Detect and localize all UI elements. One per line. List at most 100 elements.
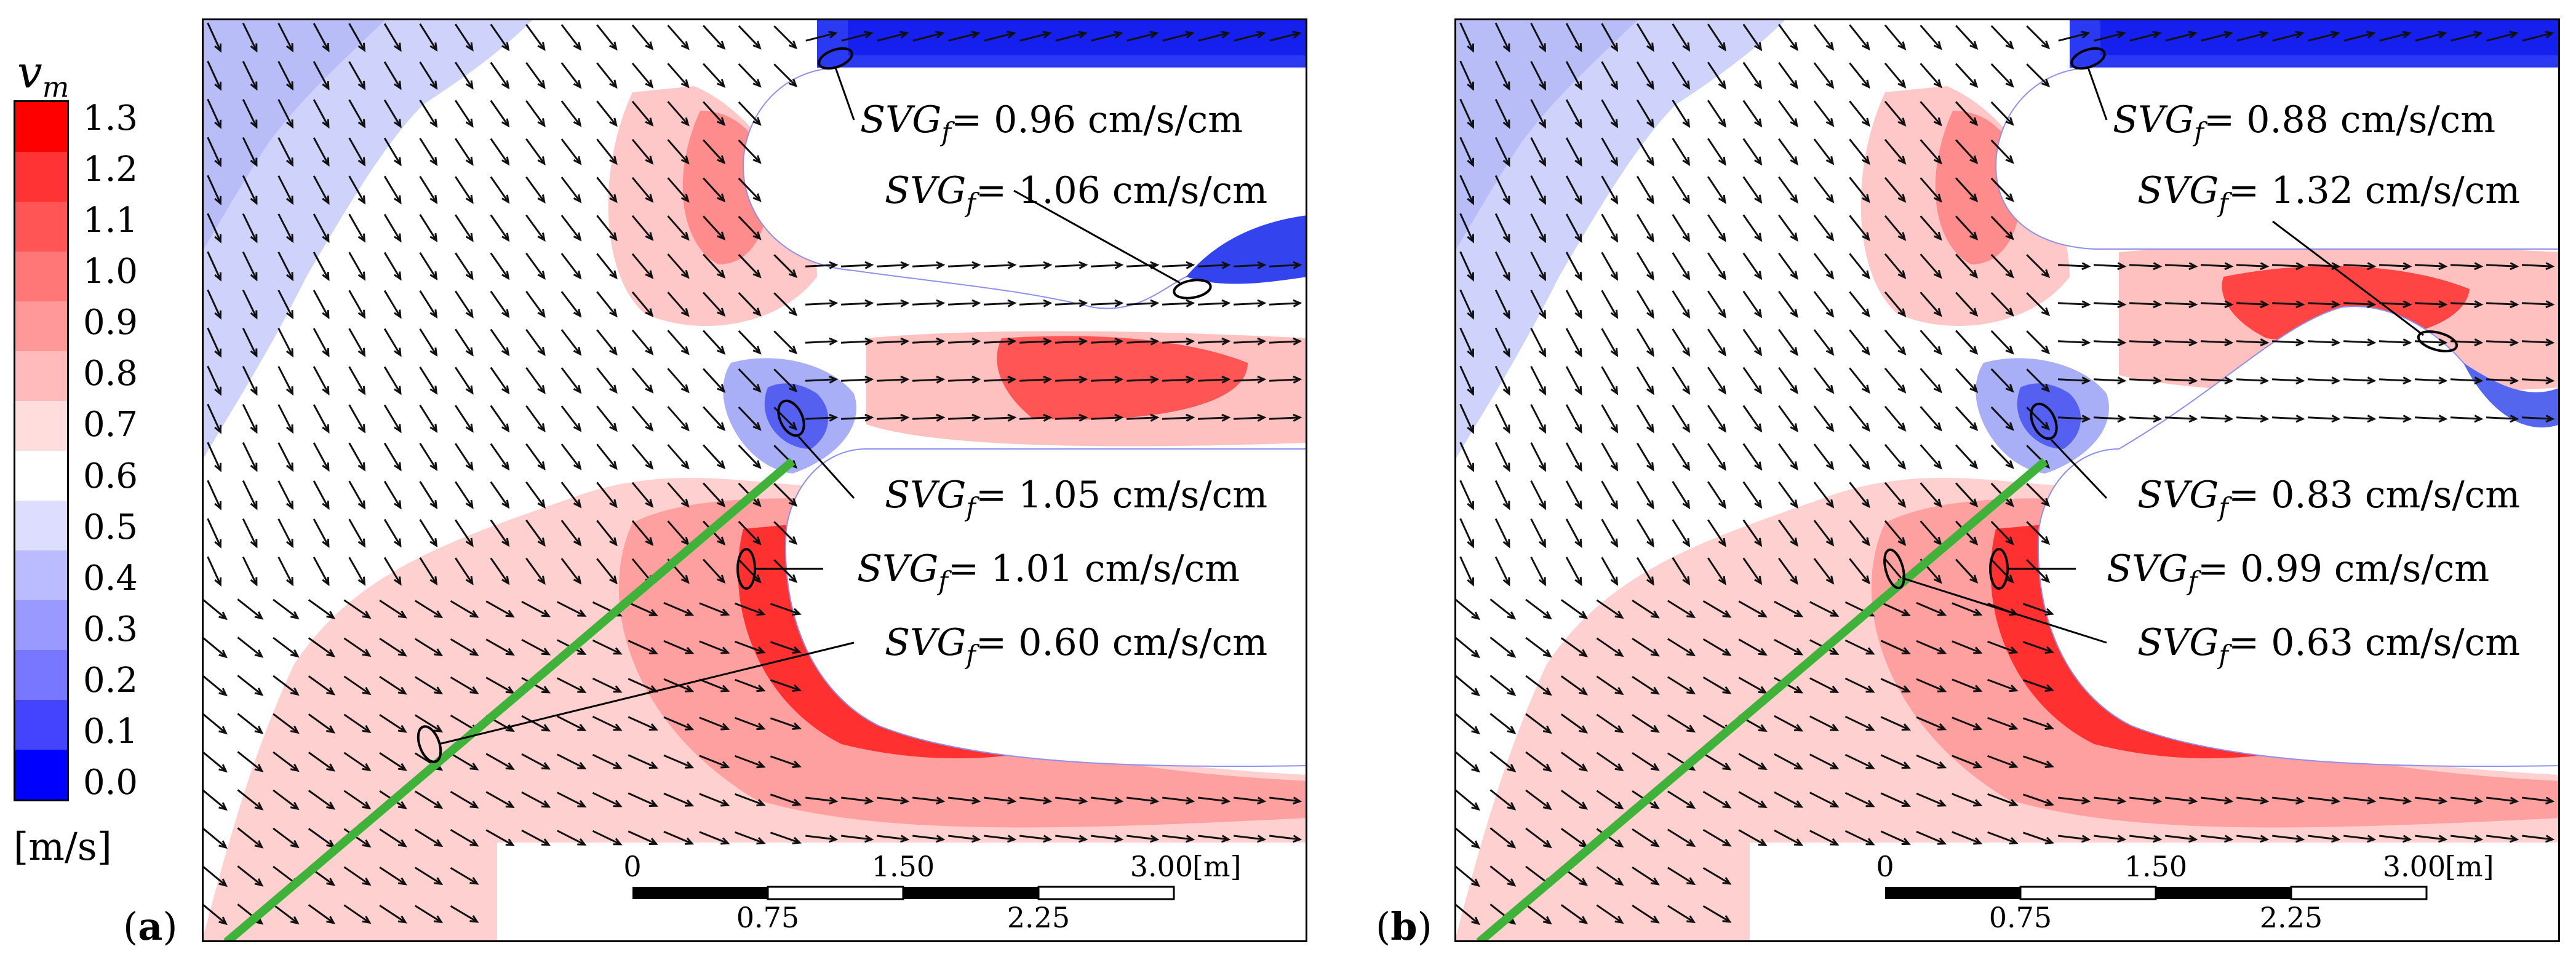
velocity-arrow-head [1973,684,1983,692]
velocity-arrow-head [1969,422,1979,432]
velocity-arrow-head [1579,878,1589,886]
velocity-arrow-head [537,80,546,90]
velocity-arrow-head [752,536,762,545]
velocity-arrow [379,600,406,618]
velocity-arrow-head [573,232,582,242]
velocity-arrow [628,754,657,769]
velocity-arrow [1596,675,1623,695]
velocity-arrow [207,327,221,357]
velocity-arrow-head [501,80,510,90]
velocity-arrow [560,24,581,50]
velocity-arrow-head [501,309,510,319]
velocity-arrow [2164,378,2196,382]
velocity-arrow [1632,600,1659,618]
measurement-ellipse [818,47,853,70]
velocity-arrow-head [1754,118,1763,128]
velocity-arrow [485,676,514,694]
velocity-arrow-head [828,835,839,843]
velocity-arrow [1990,25,2014,49]
velocity-arrow-head [684,761,695,769]
velocity-arrow [738,139,761,164]
velocity-arrow [560,177,581,202]
velocity-arrow [773,254,797,277]
velocity-arrow-head [394,42,402,52]
velocity-arrow [1269,264,1301,268]
velocity-arrow-head [1825,499,1835,509]
velocity-arrow-head [609,117,618,127]
velocity-arrow [667,25,689,49]
velocity-arrow [1778,443,1798,470]
velocity-arrow-head [1186,375,1195,384]
velocity-arrow [343,599,370,619]
velocity-arrow [308,904,335,924]
velocity-arrow-head [645,499,654,508]
velocity-arrow-head [829,337,839,346]
velocity-arrow [1813,367,1834,393]
velocity-arrow-head [2367,338,2377,347]
velocity-arrow [1916,754,1945,769]
velocity-arrow [1560,599,1587,619]
velocity-arrow [2308,796,2339,803]
velocity-arrow-head [1790,118,1798,128]
velocity-arrow [237,598,263,619]
velocity-arrow-head [1467,81,1475,91]
velocity-arrow-head [1686,610,1696,619]
velocity-arrow [1269,302,1301,306]
velocity-arrow [313,404,330,432]
velocity-arrow-head [469,686,479,694]
velocity-arrow-head [505,648,515,656]
velocity-arrow [1234,796,1264,803]
velocity-arrow [1162,264,1194,268]
velocity-arrow [1565,175,1582,204]
velocity-arrow-head [1614,878,1624,886]
velocity-arrow [2022,717,2053,729]
velocity-arrow [1990,63,2014,87]
velocity-arrow-head [541,762,551,770]
velocity-arrow [1525,713,1551,734]
velocity-arrow [1565,290,1582,318]
velocity-arrow [525,481,545,508]
velocity-arrow [1127,32,1157,42]
velocity-arrow [2022,831,2053,844]
velocity-arrow-head [1973,761,1983,769]
velocity-arrow-head [900,337,910,346]
velocity-arrow [1884,100,1906,126]
velocity-arrow [2343,378,2375,382]
velocity-arrow [2129,302,2161,306]
velocity-arrow-head [717,574,726,584]
velocity-arrow-head [1825,575,1835,585]
velocity-arrow [1849,215,1870,240]
velocity-arrow [490,557,509,584]
velocity-arrow [313,557,330,585]
velocity-arrow [277,99,293,127]
velocity-arrow [2521,340,2553,344]
velocity-arrow-head [2009,761,2019,769]
velocity-arrow-head [1969,155,1979,165]
velocity-arrow [379,752,406,771]
velocity-arrow-head [2188,796,2198,805]
colorbar [14,100,69,801]
velocity-arrow-head [322,424,330,434]
colorbar-segment [15,451,67,501]
velocity-arrow-head [357,119,366,129]
velocity-arrow [1494,60,1510,90]
velocity-arrow [308,752,335,771]
velocity-arrow [242,175,258,204]
velocity-arrow [1849,62,1870,88]
velocity-arrow-head [1467,119,1475,129]
velocity-arrow [805,302,837,306]
velocity-arrow-head [648,723,658,731]
velocity-arrow [1127,835,1157,841]
velocity-arrow [667,368,689,392]
velocity-arrow-head [1901,685,1911,692]
velocity-arrow [1560,675,1587,695]
velocity-arrow [2271,340,2303,344]
velocity-arrow-head [1969,41,1979,50]
velocity-arrow-head [2117,376,2127,385]
velocity-arrow [419,138,437,165]
velocity-arrow-head [537,156,546,166]
colorbar-tick-label: 0.3 [83,609,138,649]
velocity-arrow [1601,252,1618,280]
velocity-arrow-head [1682,576,1691,586]
velocity-arrow [1632,638,1659,656]
